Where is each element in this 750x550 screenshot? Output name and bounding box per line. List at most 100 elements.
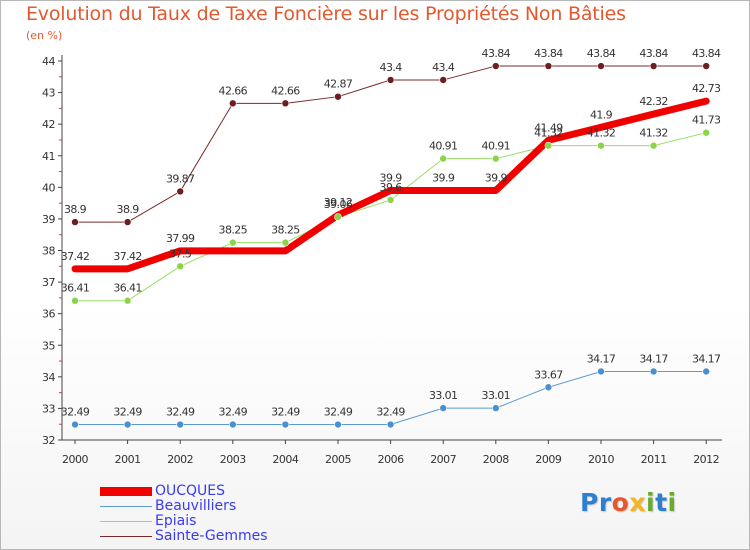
proxiti-logo: Proxiti: [580, 488, 677, 517]
data-point: [597, 62, 605, 70]
data-label: 43.4: [432, 61, 455, 74]
data-label: 43.84: [534, 47, 563, 60]
legend-item-beauvilliers[interactable]: Beauvilliers: [100, 499, 268, 514]
data-point: [439, 76, 448, 84]
legend-item-oucques[interactable]: OUCQUES: [100, 484, 268, 499]
data-point: [491, 404, 500, 412]
y-tick-label: 36: [42, 308, 55, 321]
data-point: [229, 99, 237, 108]
y-tick-label: 41: [42, 150, 55, 163]
y-tick-label: 42: [42, 118, 55, 131]
x-tick-label: 2005: [325, 453, 351, 466]
y-tick-label: 39: [42, 213, 55, 226]
chart-title: Evolution du Taux de Taxe Foncière sur l…: [26, 3, 626, 25]
legend-label: OUCQUES: [155, 483, 226, 499]
x-tick-label: 2012: [693, 453, 719, 466]
data-label: 33.01: [429, 389, 458, 402]
y-tick-label: 37: [42, 276, 55, 289]
data-label: 38.25: [271, 224, 300, 237]
data-label: 39.9: [485, 171, 508, 184]
y-tick-label: 44: [42, 55, 55, 68]
data-point: [439, 154, 448, 163]
x-tick-label: 2004: [272, 453, 298, 466]
data-label: 32.49: [61, 406, 90, 419]
legend-item-epiais[interactable]: Epiais: [100, 514, 268, 529]
data-label: 43.4: [380, 61, 403, 74]
legend-label: Beauvilliers: [155, 498, 237, 514]
x-tick-label: 2011: [641, 453, 667, 466]
data-point: [176, 262, 184, 271]
data-label: 38.9: [64, 203, 87, 216]
data-label: 42.73: [692, 82, 721, 95]
legend-item-sainte-gemmes[interactable]: Sainte-Gemmes: [100, 529, 268, 544]
data-label: 33.01: [482, 389, 511, 402]
y-tick-label: 40: [42, 181, 55, 194]
logo-letter: t: [655, 488, 668, 517]
series-markers: [71, 62, 711, 429]
legend-swatch: [100, 506, 152, 507]
legend-label: Sainte-Gemmes: [155, 528, 268, 544]
data-point: [597, 141, 605, 150]
x-tick-label: 2003: [220, 453, 246, 466]
y-tick-label: 32: [42, 434, 55, 447]
x-tick-label: 2007: [430, 453, 456, 466]
data-label: 37.99: [166, 232, 195, 245]
y-unit-label: (en %): [26, 29, 63, 42]
data-label: 37.42: [113, 250, 142, 263]
series-line: [71, 97, 710, 273]
data-label: 36.41: [113, 282, 142, 295]
data-label: 32.49: [271, 406, 300, 419]
data-label: 40.91: [429, 140, 458, 153]
data-label: 33.67: [534, 368, 563, 381]
data-label: 34.17: [639, 352, 668, 365]
data-point: [649, 62, 658, 70]
data-point: [176, 187, 184, 196]
data-label: 34.17: [587, 352, 616, 365]
data-point: [71, 420, 79, 429]
data-point: [71, 218, 79, 226]
logo-letter: P: [580, 488, 599, 517]
data-point: [123, 218, 132, 226]
data-label: 42.32: [639, 95, 668, 108]
x-tick-label: 2006: [378, 453, 404, 466]
data-point: [491, 62, 500, 70]
data-label: 39.06: [324, 198, 353, 211]
data-label: 40.91: [482, 140, 511, 153]
data-point: [386, 420, 395, 429]
y-tick-label: 35: [42, 339, 55, 352]
data-label: 41.32: [587, 127, 616, 140]
data-point: [649, 141, 658, 150]
data-point: [229, 420, 237, 429]
data-label: 43.84: [587, 47, 616, 60]
data-point: [649, 367, 658, 376]
data-label: 39.87: [166, 172, 195, 185]
data-point: [281, 420, 290, 429]
axes: 32 33 34 35 36 37 38 39 40 41 42 43 44 2000 2001 2002 20…: [42, 55, 722, 466]
y-tick-label: 43: [42, 87, 55, 100]
legend-label: Epiais: [155, 513, 197, 529]
legend-swatch: [100, 487, 152, 496]
data-label: 32.49: [166, 406, 195, 419]
data-label: 39.12: [324, 196, 353, 209]
data-label: 32.49: [113, 406, 142, 419]
data-point: [386, 196, 395, 204]
data-point: [334, 420, 342, 429]
data-label: 43.84: [639, 47, 668, 60]
data-label: 41.32: [639, 127, 668, 140]
data-label: 42.66: [271, 84, 300, 97]
data-label: 43.84: [692, 47, 721, 60]
data-label: 36.41: [61, 282, 90, 295]
data-point: [491, 154, 500, 163]
x-tick-label: 2000: [62, 453, 88, 466]
x-tick-label: 2010: [588, 453, 614, 466]
data-point: [597, 367, 605, 376]
data-labels: 32.49 32.49 32.49 32.49 32.49 32.49 32.49 33.01…: [61, 47, 722, 419]
data-point: [702, 62, 711, 70]
data-point: [281, 99, 290, 108]
x-tick-label: 2008: [483, 453, 509, 466]
data-label: 42.87: [324, 78, 353, 91]
data-point: [123, 420, 132, 429]
data-point: [281, 238, 290, 247]
y-tick-label: 33: [42, 402, 55, 415]
data-point: [702, 128, 711, 137]
